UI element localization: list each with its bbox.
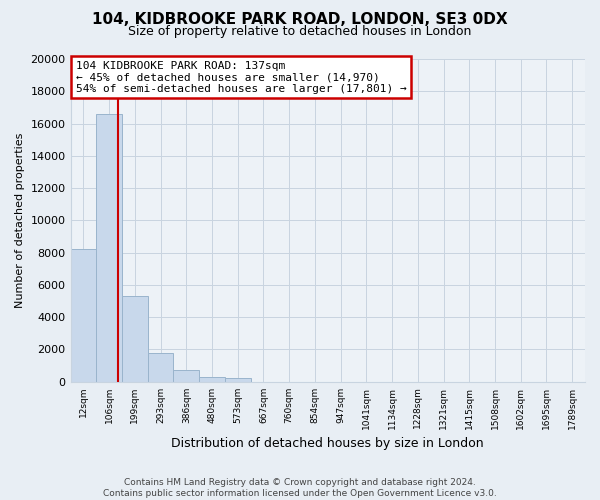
Text: Contains HM Land Registry data © Crown copyright and database right 2024.
Contai: Contains HM Land Registry data © Crown c… xyxy=(103,478,497,498)
Bar xyxy=(96,114,122,382)
Bar xyxy=(71,250,96,382)
Bar xyxy=(148,352,173,382)
Bar xyxy=(122,296,148,382)
Text: 104, KIDBROOKE PARK ROAD, LONDON, SE3 0DX: 104, KIDBROOKE PARK ROAD, LONDON, SE3 0D… xyxy=(92,12,508,28)
X-axis label: Distribution of detached houses by size in London: Distribution of detached houses by size … xyxy=(172,437,484,450)
Bar xyxy=(199,377,225,382)
Text: 104 KIDBROOKE PARK ROAD: 137sqm
← 45% of detached houses are smaller (14,970)
54: 104 KIDBROOKE PARK ROAD: 137sqm ← 45% of… xyxy=(76,60,406,94)
Bar xyxy=(173,370,199,382)
Bar xyxy=(225,378,251,382)
Y-axis label: Number of detached properties: Number of detached properties xyxy=(15,132,25,308)
Text: Size of property relative to detached houses in London: Size of property relative to detached ho… xyxy=(128,25,472,38)
